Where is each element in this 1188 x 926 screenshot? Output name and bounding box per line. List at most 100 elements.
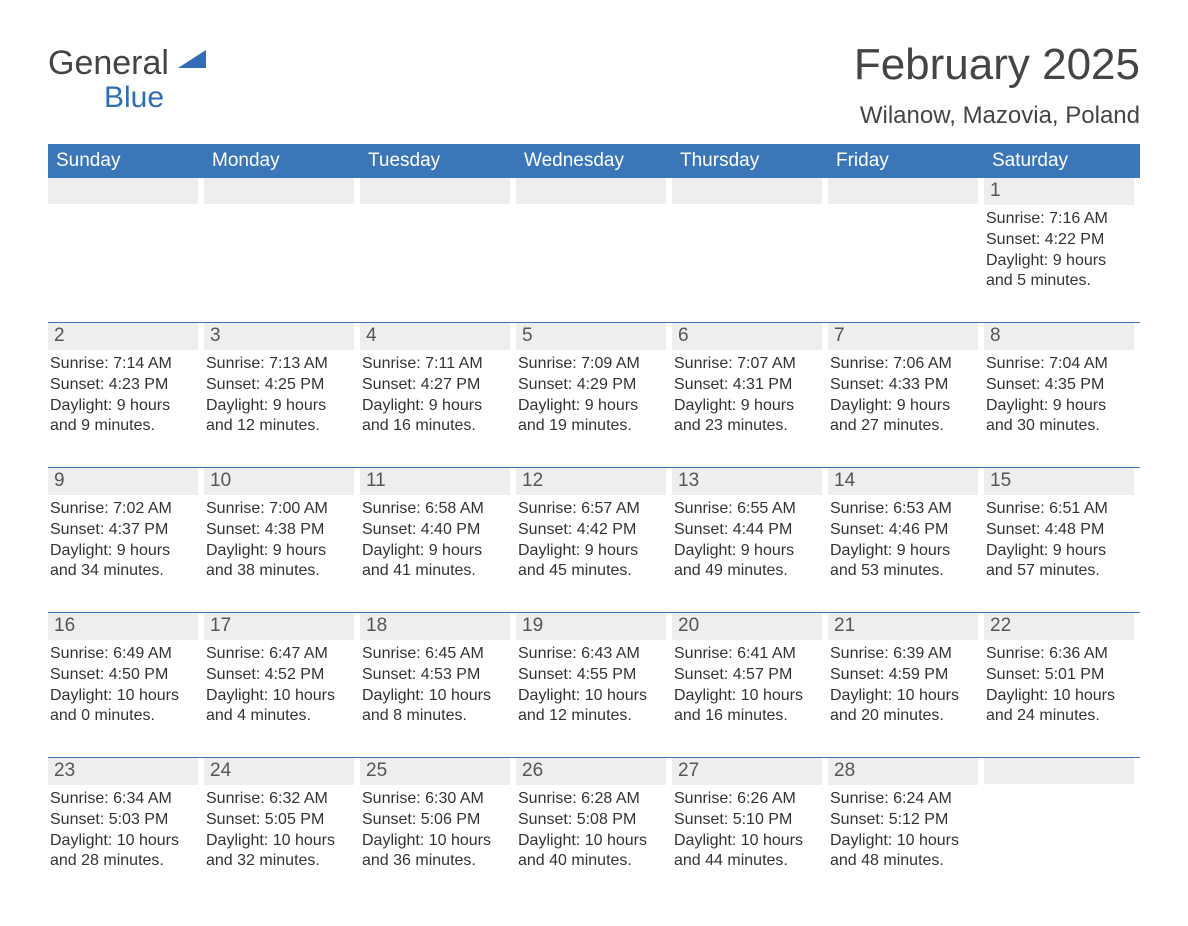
sunset-text: Sunset: 5:03 PM [50, 810, 198, 831]
day-number: 19 [516, 613, 666, 640]
sunset-text: Sunset: 4:46 PM [830, 520, 978, 541]
sunrise-text: Sunrise: 7:16 AM [986, 209, 1134, 230]
daylight-text: Daylight: 10 hours and 36 minutes. [362, 831, 510, 873]
day-sun-info: Sunrise: 7:13 AMSunset: 4:25 PMDaylight:… [204, 350, 354, 437]
daylight-text: Daylight: 9 hours and 45 minutes. [518, 541, 666, 583]
sunrise-text: Sunrise: 7:06 AM [830, 354, 978, 375]
day-number: 25 [360, 758, 510, 785]
day-cell: 17Sunrise: 6:47 AMSunset: 4:52 PMDayligh… [204, 613, 360, 733]
day-cell: 22Sunrise: 6:36 AMSunset: 5:01 PMDayligh… [984, 613, 1140, 733]
title-block: February 2025 Wilanow, Mazovia, Poland [854, 40, 1140, 130]
day-sun-info: Sunrise: 7:06 AMSunset: 4:33 PMDaylight:… [828, 350, 978, 437]
day-sun-info: Sunrise: 6:28 AMSunset: 5:08 PMDaylight:… [516, 785, 666, 872]
sunset-text: Sunset: 4:50 PM [50, 665, 198, 686]
sunrise-text: Sunrise: 7:04 AM [986, 354, 1134, 375]
day-cell: 9Sunrise: 7:02 AMSunset: 4:37 PMDaylight… [48, 468, 204, 588]
sunset-text: Sunset: 4:37 PM [50, 520, 198, 541]
sunrise-text: Sunrise: 6:58 AM [362, 499, 510, 520]
day-sun-info: Sunrise: 7:04 AMSunset: 4:35 PMDaylight:… [984, 350, 1134, 437]
sunrise-text: Sunrise: 6:43 AM [518, 644, 666, 665]
sunrise-text: Sunrise: 6:36 AM [986, 644, 1134, 665]
day-number: 1 [984, 178, 1134, 205]
day-header-thursday: Thursday [672, 144, 828, 178]
sunset-text: Sunset: 4:33 PM [830, 375, 978, 396]
sunset-text: Sunset: 4:40 PM [362, 520, 510, 541]
calendar: Sunday Monday Tuesday Wednesday Thursday… [48, 144, 1140, 878]
day-number: 14 [828, 468, 978, 495]
day-cell: 6Sunrise: 7:07 AMSunset: 4:31 PMDaylight… [672, 323, 828, 443]
day-sun-info: Sunrise: 7:11 AMSunset: 4:27 PMDaylight:… [360, 350, 510, 437]
day-cell: 8Sunrise: 7:04 AMSunset: 4:35 PMDaylight… [984, 323, 1140, 443]
sunset-text: Sunset: 4:53 PM [362, 665, 510, 686]
day-number [516, 178, 666, 204]
sunrise-text: Sunrise: 7:09 AM [518, 354, 666, 375]
day-sun-info: Sunrise: 6:45 AMSunset: 4:53 PMDaylight:… [360, 640, 510, 727]
day-sun-info: Sunrise: 7:07 AMSunset: 4:31 PMDaylight:… [672, 350, 822, 437]
day-number: 28 [828, 758, 978, 785]
day-sun-info: Sunrise: 6:26 AMSunset: 5:10 PMDaylight:… [672, 785, 822, 872]
day-number: 13 [672, 468, 822, 495]
daylight-text: Daylight: 10 hours and 28 minutes. [50, 831, 198, 873]
weeks-container: 1Sunrise: 7:16 AMSunset: 4:22 PMDaylight… [48, 178, 1140, 878]
day-cell: 27Sunrise: 6:26 AMSunset: 5:10 PMDayligh… [672, 758, 828, 878]
sunrise-text: Sunrise: 6:34 AM [50, 789, 198, 810]
day-cell: 25Sunrise: 6:30 AMSunset: 5:06 PMDayligh… [360, 758, 516, 878]
day-sun-info: Sunrise: 6:30 AMSunset: 5:06 PMDaylight:… [360, 785, 510, 872]
logo-line2: Blue [48, 82, 206, 114]
day-cell: 13Sunrise: 6:55 AMSunset: 4:44 PMDayligh… [672, 468, 828, 588]
day-header-row: Sunday Monday Tuesday Wednesday Thursday… [48, 144, 1140, 178]
header: General Blue February 2025 Wilanow, Mazo… [48, 40, 1140, 130]
week-row: 23Sunrise: 6:34 AMSunset: 5:03 PMDayligh… [48, 757, 1140, 878]
day-cell: 21Sunrise: 6:39 AMSunset: 4:59 PMDayligh… [828, 613, 984, 733]
week-row: 9Sunrise: 7:02 AMSunset: 4:37 PMDaylight… [48, 467, 1140, 588]
day-cell: 12Sunrise: 6:57 AMSunset: 4:42 PMDayligh… [516, 468, 672, 588]
daylight-text: Daylight: 10 hours and 20 minutes. [830, 686, 978, 728]
day-cell: 3Sunrise: 7:13 AMSunset: 4:25 PMDaylight… [204, 323, 360, 443]
day-cell: 5Sunrise: 7:09 AMSunset: 4:29 PMDaylight… [516, 323, 672, 443]
sunrise-text: Sunrise: 6:28 AM [518, 789, 666, 810]
day-cell: 26Sunrise: 6:28 AMSunset: 5:08 PMDayligh… [516, 758, 672, 878]
sunset-text: Sunset: 5:10 PM [674, 810, 822, 831]
day-cell: 19Sunrise: 6:43 AMSunset: 4:55 PMDayligh… [516, 613, 672, 733]
day-number: 4 [360, 323, 510, 350]
day-number: 18 [360, 613, 510, 640]
sunrise-text: Sunrise: 6:51 AM [986, 499, 1134, 520]
day-number: 20 [672, 613, 822, 640]
day-cell [204, 178, 360, 298]
sunset-text: Sunset: 4:44 PM [674, 520, 822, 541]
daylight-text: Daylight: 9 hours and 23 minutes. [674, 396, 822, 438]
day-header-monday: Monday [204, 144, 360, 178]
day-number: 15 [984, 468, 1134, 495]
day-cell: 18Sunrise: 6:45 AMSunset: 4:53 PMDayligh… [360, 613, 516, 733]
day-cell: 2Sunrise: 7:14 AMSunset: 4:23 PMDaylight… [48, 323, 204, 443]
logo-text: General Blue [48, 40, 206, 113]
day-sun-info: Sunrise: 6:24 AMSunset: 5:12 PMDaylight:… [828, 785, 978, 872]
day-sun-info: Sunrise: 6:32 AMSunset: 5:05 PMDaylight:… [204, 785, 354, 872]
day-sun-info: Sunrise: 6:43 AMSunset: 4:55 PMDaylight:… [516, 640, 666, 727]
day-number: 9 [48, 468, 198, 495]
day-cell: 11Sunrise: 6:58 AMSunset: 4:40 PMDayligh… [360, 468, 516, 588]
day-cell: 7Sunrise: 7:06 AMSunset: 4:33 PMDaylight… [828, 323, 984, 443]
day-header-friday: Friday [828, 144, 984, 178]
day-number [672, 178, 822, 204]
day-cell: 4Sunrise: 7:11 AMSunset: 4:27 PMDaylight… [360, 323, 516, 443]
daylight-text: Daylight: 9 hours and 5 minutes. [986, 251, 1134, 293]
daylight-text: Daylight: 9 hours and 38 minutes. [206, 541, 354, 583]
day-number: 26 [516, 758, 666, 785]
sunrise-text: Sunrise: 6:41 AM [674, 644, 822, 665]
day-sun-info: Sunrise: 6:34 AMSunset: 5:03 PMDaylight:… [48, 785, 198, 872]
day-cell: 10Sunrise: 7:00 AMSunset: 4:38 PMDayligh… [204, 468, 360, 588]
sunrise-text: Sunrise: 7:00 AM [206, 499, 354, 520]
sunrise-text: Sunrise: 6:39 AM [830, 644, 978, 665]
day-number: 23 [48, 758, 198, 785]
day-cell [516, 178, 672, 298]
day-number: 5 [516, 323, 666, 350]
sunset-text: Sunset: 4:59 PM [830, 665, 978, 686]
daylight-text: Daylight: 10 hours and 12 minutes. [518, 686, 666, 728]
logo-mark-icon [178, 46, 206, 74]
day-sun-info: Sunrise: 6:41 AMSunset: 4:57 PMDaylight:… [672, 640, 822, 727]
day-sun-info: Sunrise: 6:51 AMSunset: 4:48 PMDaylight:… [984, 495, 1134, 582]
day-number: 2 [48, 323, 198, 350]
location-label: Wilanow, Mazovia, Poland [854, 102, 1140, 130]
logo-line1: General [48, 44, 169, 82]
